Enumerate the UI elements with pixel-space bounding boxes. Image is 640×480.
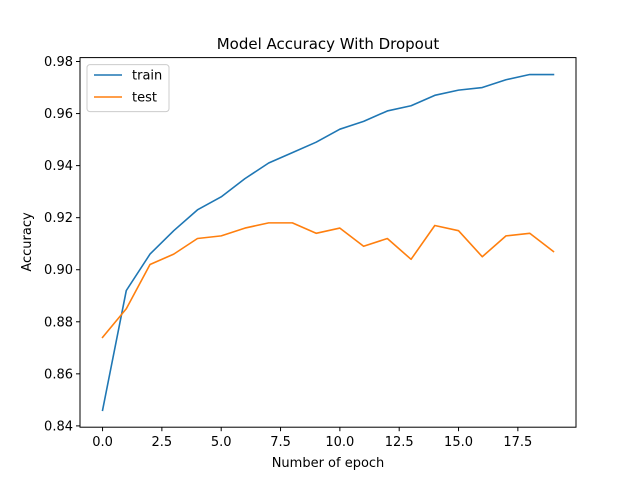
legend-label-train: train — [132, 69, 162, 84]
x-tick-label: 5.0 — [211, 435, 232, 450]
y-tick-label: 0.92 — [44, 211, 73, 226]
y-tick-label: 0.84 — [44, 419, 73, 434]
legend-label-test: test — [132, 91, 157, 106]
legend: train test — [86, 64, 170, 113]
x-tick-label: 10.0 — [325, 435, 354, 450]
y-axis: 0.84 0.86 0.88 0.90 0.92 0.94 0.96 0.98 — [44, 55, 80, 434]
x-tick-label: 12.5 — [385, 435, 414, 450]
x-tick-label: 2.5 — [152, 435, 173, 450]
x-tick-label: 17.5 — [503, 435, 532, 450]
y-tick-label: 0.94 — [44, 159, 73, 174]
y-tick-label: 0.96 — [44, 107, 73, 122]
x-tick-label: 7.5 — [270, 435, 291, 450]
x-axis-label: Number of epoch — [272, 456, 385, 471]
y-tick-label: 0.88 — [44, 315, 73, 330]
y-tick-label: 0.86 — [44, 367, 73, 382]
x-tick-label: 0.0 — [92, 435, 113, 450]
plot-frame — [79, 57, 577, 428]
y-tick-label: 0.98 — [44, 55, 73, 70]
series-layer — [101, 73, 555, 412]
y-axis-label: Accuracy — [20, 212, 35, 272]
chart-title: Model Accuracy With Dropout — [217, 35, 440, 53]
y-tick-label: 0.90 — [44, 263, 73, 278]
x-axis: 0.0 2.5 5.0 7.5 10.0 12.5 15.0 17.5 — [92, 427, 532, 450]
legend-box — [86, 64, 170, 113]
x-tick-label: 15.0 — [444, 435, 473, 450]
series-line-test — [101, 222, 555, 339]
series-line-train — [101, 73, 555, 412]
